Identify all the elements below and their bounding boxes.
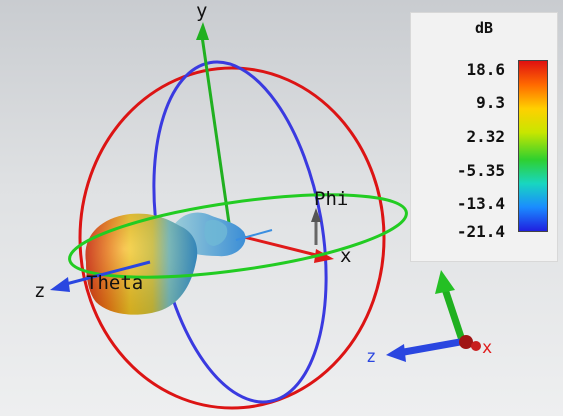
mini-z-label: z: [366, 347, 377, 367]
legend-colorbar: [518, 60, 548, 232]
z-axis-label: z: [34, 280, 46, 302]
x-axis-arrow: [314, 249, 334, 263]
y-axis-line: [200, 35, 232, 231]
legend-tick: -21.4: [456, 222, 505, 241]
z-axis-line: [65, 260, 151, 286]
phi-arrow-head: [311, 208, 321, 222]
legend-tick: -13.4: [456, 194, 505, 213]
tail-spike: [235, 229, 273, 241]
lobe-ripple: [204, 219, 228, 246]
x-axis-label: x: [340, 245, 352, 267]
y-axis-arrow: [196, 22, 209, 40]
theta-ring: [78, 66, 386, 410]
legend-tick: 18.6: [466, 60, 505, 79]
legend-tick: -5.35: [456, 161, 505, 180]
phi-label: Phi: [314, 188, 349, 210]
legend-tick: 9.3: [476, 93, 505, 112]
z-axis-arrow: [50, 277, 70, 292]
color-legend: dB 18.6 9.3 2.32 -5.35 -13.4 -21.4: [410, 12, 558, 262]
legend-tick: 2.32: [466, 127, 505, 146]
theta-label: Theta: [86, 272, 144, 294]
y-axis-label: y: [196, 0, 208, 22]
mini-x-label: x: [482, 338, 493, 358]
legend-title: dB: [474, 19, 494, 37]
phi-ring: [68, 193, 408, 279]
orientation-triad: [386, 270, 481, 362]
